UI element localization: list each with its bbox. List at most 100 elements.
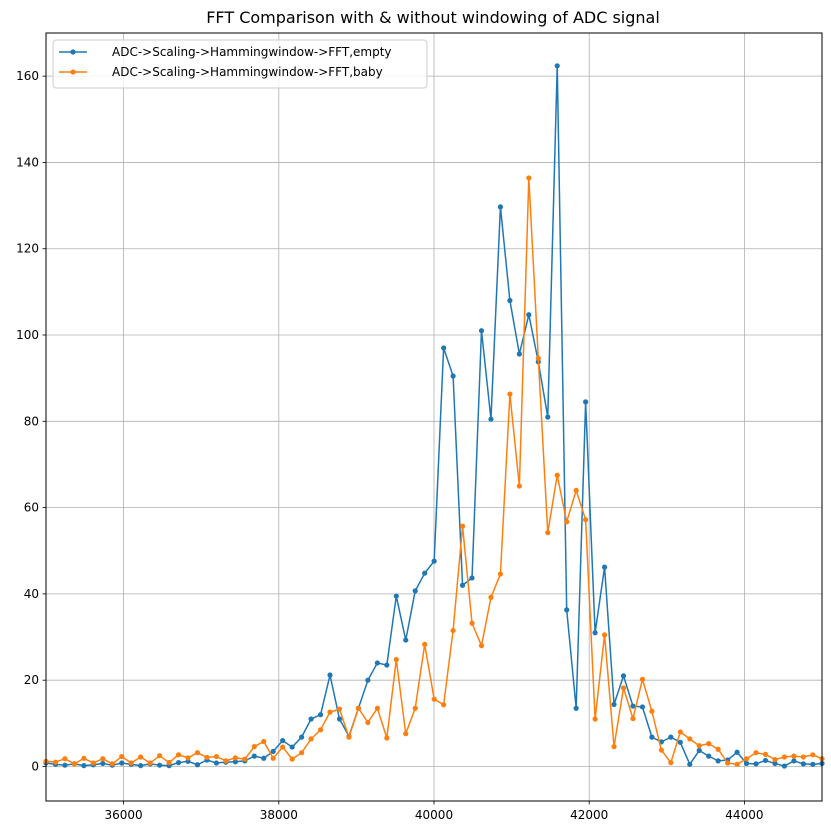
y-tick-label: 60 bbox=[24, 501, 39, 515]
data-point bbox=[327, 709, 333, 715]
data-point bbox=[592, 630, 598, 636]
data-point bbox=[317, 727, 324, 733]
data-point bbox=[535, 355, 541, 361]
data-point bbox=[384, 735, 390, 741]
data-point bbox=[753, 761, 759, 767]
data-point bbox=[223, 758, 229, 764]
data-point bbox=[355, 705, 362, 711]
data-point bbox=[270, 748, 276, 754]
data-point bbox=[403, 731, 409, 737]
data-point bbox=[346, 734, 352, 740]
data-point bbox=[393, 656, 399, 663]
data-point bbox=[564, 607, 570, 613]
data-point bbox=[743, 756, 750, 762]
data-point bbox=[384, 662, 390, 668]
data-point bbox=[62, 756, 68, 762]
data-point bbox=[620, 673, 627, 679]
data-point bbox=[81, 763, 87, 769]
data-point bbox=[109, 761, 115, 767]
data-point bbox=[715, 758, 721, 764]
data-point bbox=[175, 760, 182, 766]
data-point bbox=[715, 746, 721, 752]
data-point bbox=[138, 763, 144, 769]
data-point bbox=[781, 754, 788, 760]
data-point bbox=[365, 719, 371, 726]
data-point bbox=[677, 739, 683, 745]
data-point bbox=[516, 483, 522, 489]
data-point bbox=[554, 472, 560, 478]
data-point bbox=[147, 760, 153, 766]
data-point bbox=[232, 759, 238, 765]
chart-title: FFT Comparison with & without windowing … bbox=[206, 8, 660, 27]
data-point bbox=[213, 753, 220, 760]
data-point bbox=[412, 588, 418, 594]
data-point bbox=[280, 744, 286, 750]
data-point bbox=[138, 754, 144, 760]
data-point bbox=[450, 373, 456, 379]
data-point bbox=[289, 744, 295, 750]
data-point bbox=[601, 632, 608, 638]
data-point bbox=[781, 763, 788, 769]
data-point bbox=[554, 63, 560, 69]
data-point bbox=[280, 737, 286, 744]
data-point bbox=[185, 755, 191, 761]
data-point bbox=[497, 204, 504, 210]
data-point bbox=[100, 756, 106, 762]
data-point bbox=[573, 705, 579, 711]
data-point bbox=[696, 747, 702, 754]
data-point bbox=[327, 672, 333, 678]
data-point bbox=[762, 757, 769, 764]
data-point bbox=[583, 517, 589, 523]
data-point bbox=[507, 297, 513, 304]
data-point bbox=[251, 744, 257, 750]
data-point bbox=[772, 760, 778, 767]
x-tick-label: 42000 bbox=[570, 808, 608, 822]
data-point bbox=[166, 760, 172, 766]
data-point bbox=[374, 705, 380, 711]
x-tick-label: 44000 bbox=[725, 808, 763, 822]
data-point bbox=[762, 751, 769, 758]
data-point bbox=[743, 760, 750, 767]
axis-layer: 36000 38000 40000 42000 44000 0 20 40 60 80 100 120… bbox=[16, 69, 763, 822]
data-point bbox=[791, 753, 797, 759]
data-point bbox=[308, 716, 314, 722]
data-point bbox=[583, 399, 589, 405]
data-point bbox=[810, 752, 816, 758]
data-point bbox=[317, 712, 324, 718]
x-tick-label: 40000 bbox=[415, 808, 453, 822]
data-point bbox=[270, 755, 276, 761]
x-tick-label: 36000 bbox=[105, 808, 143, 822]
data-point bbox=[289, 756, 295, 762]
data-point bbox=[299, 734, 305, 740]
data-point bbox=[261, 755, 267, 761]
series-1 bbox=[43, 63, 825, 769]
data-point bbox=[232, 755, 238, 761]
data-point bbox=[677, 729, 683, 735]
legend-label: ADC->Scaling->Hammingwindow->FFT,baby bbox=[112, 65, 383, 79]
data-point bbox=[564, 519, 570, 525]
y-tick-label: 160 bbox=[16, 69, 39, 83]
data-point bbox=[611, 701, 617, 707]
data-point bbox=[639, 704, 646, 710]
y-tick-label: 140 bbox=[16, 155, 39, 169]
data-point bbox=[393, 593, 399, 599]
data-point bbox=[668, 760, 674, 766]
series-layer bbox=[43, 63, 825, 769]
data-point bbox=[308, 736, 314, 742]
data-point bbox=[791, 758, 797, 764]
data-point bbox=[658, 747, 664, 753]
data-point bbox=[687, 761, 693, 767]
data-point bbox=[649, 708, 655, 714]
data-point bbox=[157, 762, 163, 768]
data-point bbox=[128, 760, 134, 766]
data-point bbox=[194, 762, 201, 768]
data-point bbox=[649, 734, 655, 740]
data-point bbox=[412, 705, 418, 711]
data-point bbox=[734, 761, 740, 767]
data-point bbox=[119, 753, 125, 760]
data-point bbox=[630, 715, 636, 722]
data-point bbox=[52, 759, 59, 765]
data-point bbox=[175, 752, 182, 758]
data-point bbox=[526, 175, 532, 181]
data-point bbox=[545, 530, 551, 536]
